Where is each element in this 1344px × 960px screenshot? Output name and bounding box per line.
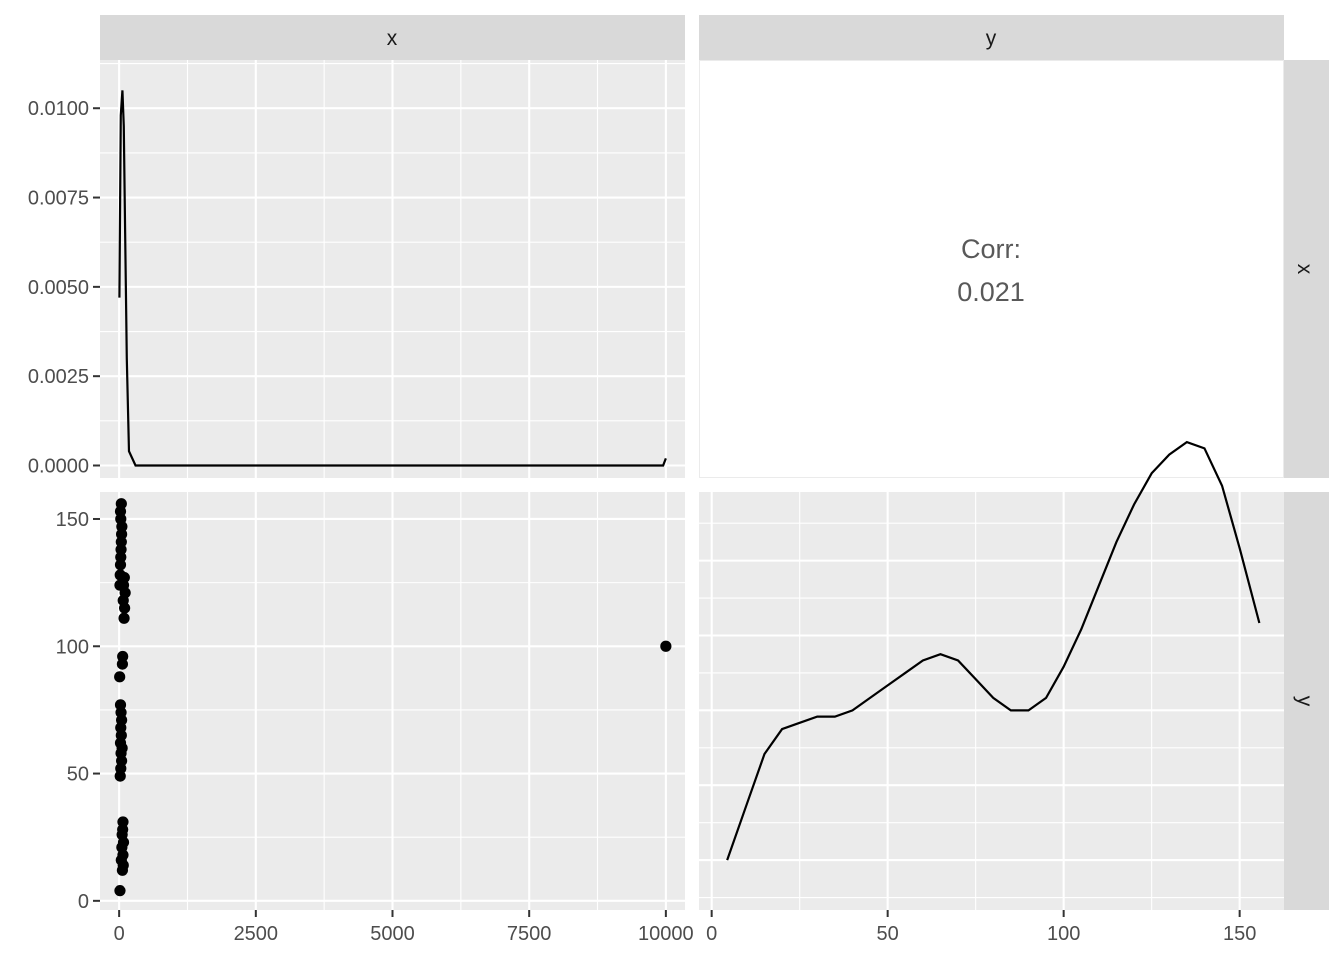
scatter-point [115, 498, 127, 510]
y-tick-label-density: 0.0050 [28, 277, 89, 299]
x-density-line [118, 90, 667, 467]
x-tick-label-x: 7500 [507, 923, 552, 945]
y-tick-label-scatter: 50 [67, 764, 89, 786]
panel-x-density [100, 60, 685, 478]
scatter-point [118, 612, 130, 624]
scatter-point [114, 579, 126, 591]
corr-label: Corr: [961, 234, 1021, 264]
scatter-point [117, 650, 129, 663]
x-tick-label-y: 150 [1223, 923, 1256, 945]
strip-col-x-label: x [387, 27, 398, 50]
y-density-bg [699, 492, 1284, 910]
strip-col-y-label: y [986, 27, 997, 50]
scatter-point [117, 816, 129, 828]
strip-row-y-bg [1284, 492, 1329, 910]
strip-row-x-label: x [1293, 264, 1316, 275]
strip-row-y-label: y [1293, 696, 1316, 707]
strip-col-y-bg [699, 15, 1284, 60]
x-tick-label-y: 0 [706, 923, 717, 945]
strip-row-x-bg [1284, 60, 1329, 478]
corr-panel-bg [699, 60, 1284, 478]
axes: 0.0000 0.0025 0.0050 0.0075 0.0100 0 50 100 150 0… [28, 98, 1257, 945]
strip-col-x-bg [100, 15, 685, 60]
x-tick-label-x: 2500 [234, 923, 279, 945]
x-tick-label-y: 50 [877, 923, 899, 945]
scatter-point [660, 640, 672, 652]
panel-y-density [699, 440, 1284, 910]
y-tick-label-density: 0.0025 [28, 366, 89, 388]
corr-value: 0.021 [957, 277, 1025, 307]
y-tick-label-scatter: 100 [56, 636, 89, 658]
y-tick-label-scatter: 0 [78, 891, 89, 913]
y-density-line [726, 440, 1261, 861]
x-tick-label-x: 0 [114, 923, 125, 945]
x-tick-label-x: 5000 [370, 923, 415, 945]
scatter-point [114, 699, 127, 711]
y-tick-label-density: 0.0075 [28, 188, 89, 210]
scatter-point [114, 885, 126, 897]
scatter-point [114, 671, 126, 683]
panel-scatter-xy [100, 492, 685, 910]
scatter-point [114, 569, 126, 581]
panel-correlation: Corr: 0.021 [699, 60, 1284, 478]
y-tick-label-density: 0.0000 [28, 455, 89, 477]
y-tick-label-density: 0.0100 [28, 98, 89, 120]
x-tick-label-y: 100 [1047, 923, 1080, 945]
y-tick-label-scatter: 150 [56, 509, 89, 531]
x-tick-label-x: 10000 [638, 923, 694, 945]
